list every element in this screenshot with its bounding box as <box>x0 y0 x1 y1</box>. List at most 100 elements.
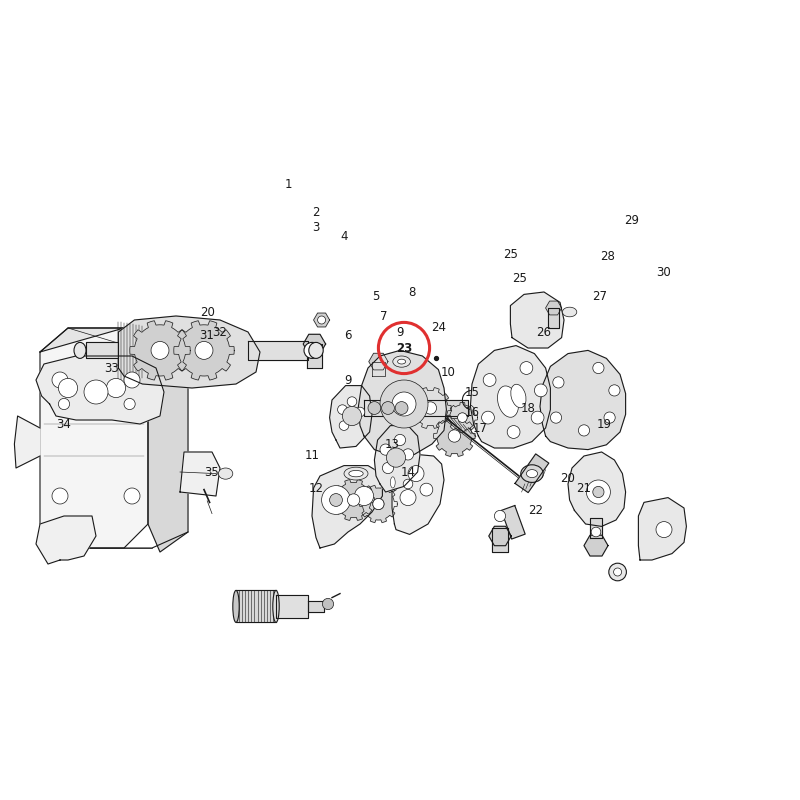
Polygon shape <box>36 356 164 424</box>
Circle shape <box>368 402 381 414</box>
Ellipse shape <box>344 467 368 480</box>
Circle shape <box>373 498 384 510</box>
Polygon shape <box>303 334 326 354</box>
Text: 23: 23 <box>396 342 412 354</box>
Text: 13: 13 <box>385 438 399 450</box>
Circle shape <box>386 448 406 467</box>
Text: 12: 12 <box>309 482 323 494</box>
Circle shape <box>318 316 326 324</box>
Circle shape <box>483 374 496 386</box>
Ellipse shape <box>74 342 86 358</box>
Ellipse shape <box>609 563 626 581</box>
Text: 26: 26 <box>537 326 551 338</box>
Circle shape <box>408 466 424 482</box>
Circle shape <box>355 407 365 417</box>
Polygon shape <box>236 590 276 622</box>
Text: 5: 5 <box>372 290 380 302</box>
Text: 30: 30 <box>657 266 671 278</box>
Text: 33: 33 <box>105 362 119 374</box>
Ellipse shape <box>233 590 239 622</box>
Ellipse shape <box>398 359 406 364</box>
Polygon shape <box>312 466 382 548</box>
Ellipse shape <box>526 470 538 478</box>
Text: 16: 16 <box>465 406 479 418</box>
Circle shape <box>124 398 135 410</box>
Ellipse shape <box>498 386 518 418</box>
Text: 9: 9 <box>396 326 404 338</box>
Text: 19: 19 <box>597 418 611 430</box>
Circle shape <box>656 522 672 538</box>
Circle shape <box>342 406 362 426</box>
Circle shape <box>52 372 68 388</box>
Circle shape <box>304 342 320 358</box>
Circle shape <box>531 411 544 424</box>
Text: 17: 17 <box>473 422 487 434</box>
Circle shape <box>347 494 360 506</box>
Text: 24: 24 <box>431 322 446 334</box>
Text: 20: 20 <box>201 306 215 318</box>
Circle shape <box>151 342 169 359</box>
Circle shape <box>124 372 140 388</box>
Text: 1: 1 <box>284 178 292 190</box>
Text: 7: 7 <box>380 310 388 322</box>
Circle shape <box>58 398 70 410</box>
Circle shape <box>586 480 610 504</box>
Text: 35: 35 <box>205 466 219 478</box>
Polygon shape <box>447 402 478 433</box>
Polygon shape <box>330 386 372 448</box>
Polygon shape <box>36 516 96 564</box>
Text: 15: 15 <box>465 386 479 398</box>
Circle shape <box>494 510 506 522</box>
Polygon shape <box>372 362 385 376</box>
Circle shape <box>400 490 416 506</box>
Polygon shape <box>584 535 608 556</box>
Polygon shape <box>180 452 220 496</box>
Circle shape <box>403 479 413 489</box>
Ellipse shape <box>387 474 398 491</box>
Circle shape <box>330 494 342 506</box>
Polygon shape <box>489 526 511 546</box>
Text: 11: 11 <box>305 450 319 462</box>
Polygon shape <box>333 479 374 521</box>
Circle shape <box>84 380 108 404</box>
Polygon shape <box>118 316 260 388</box>
Circle shape <box>578 425 590 436</box>
Circle shape <box>553 377 564 388</box>
Circle shape <box>339 421 349 430</box>
Text: 14: 14 <box>401 466 415 478</box>
Circle shape <box>380 444 391 455</box>
Circle shape <box>591 527 601 537</box>
Circle shape <box>550 412 562 423</box>
Polygon shape <box>148 344 188 552</box>
Ellipse shape <box>562 307 577 317</box>
Polygon shape <box>364 400 468 416</box>
Polygon shape <box>374 426 420 492</box>
Polygon shape <box>248 341 308 360</box>
Text: 32: 32 <box>213 326 227 338</box>
Polygon shape <box>358 350 446 456</box>
Circle shape <box>52 488 68 504</box>
Ellipse shape <box>614 568 622 576</box>
Circle shape <box>534 384 547 397</box>
Polygon shape <box>40 328 188 364</box>
Circle shape <box>458 413 467 422</box>
Circle shape <box>604 412 615 423</box>
Polygon shape <box>314 313 330 327</box>
Text: 34: 34 <box>57 418 71 430</box>
Polygon shape <box>434 415 475 457</box>
Text: 18: 18 <box>521 402 535 414</box>
Circle shape <box>106 378 126 398</box>
Text: 3: 3 <box>312 222 320 234</box>
Polygon shape <box>546 301 562 315</box>
Polygon shape <box>568 452 626 526</box>
Circle shape <box>338 405 347 414</box>
Ellipse shape <box>273 590 279 622</box>
Ellipse shape <box>393 356 410 367</box>
Polygon shape <box>470 346 550 448</box>
Circle shape <box>395 402 408 414</box>
Circle shape <box>593 486 604 498</box>
Circle shape <box>380 380 428 428</box>
Circle shape <box>609 385 620 396</box>
Ellipse shape <box>218 468 233 479</box>
Circle shape <box>347 397 357 406</box>
